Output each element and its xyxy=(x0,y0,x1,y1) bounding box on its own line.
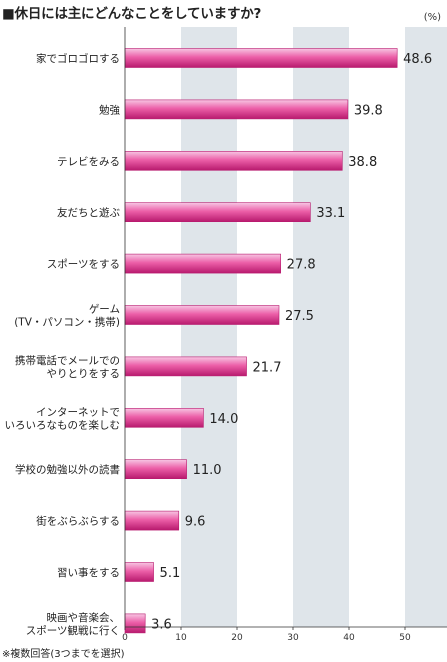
footnote: ※複数回答(3つまでを選択) xyxy=(2,649,125,660)
bar xyxy=(124,407,204,428)
category-label: 街をぶらぶらする xyxy=(36,515,120,528)
bar xyxy=(124,202,311,222)
bar xyxy=(124,562,154,582)
grid-bands xyxy=(181,27,447,627)
bar xyxy=(124,99,349,120)
value-label: 39.8 xyxy=(354,103,383,118)
category-label: 映画や音楽会、スポーツ観戦に行く xyxy=(26,611,120,637)
value-label: 27.5 xyxy=(285,309,314,324)
bar xyxy=(124,305,280,325)
grid-band xyxy=(405,27,447,627)
category-label: 携帯電話でメールでのやりとりをする xyxy=(15,354,120,380)
value-label: 3.6 xyxy=(151,617,172,632)
x-tick-label: 0 xyxy=(122,633,128,643)
x-tick-label: 10 xyxy=(175,633,187,643)
bar xyxy=(124,151,343,171)
category-label: ゲーム(TV・パソコン・携帯) xyxy=(14,304,120,329)
grid-band xyxy=(181,27,237,627)
value-label: 33.1 xyxy=(316,206,345,221)
category-label: 習い事をする xyxy=(57,566,120,579)
x-tick-label: 40 xyxy=(343,633,355,643)
value-label: 27.8 xyxy=(287,258,316,273)
bar xyxy=(124,253,281,274)
x-tick-label: 30 xyxy=(287,633,299,643)
value-label: 9.6 xyxy=(185,515,206,530)
value-label: 5.1 xyxy=(160,566,181,581)
bar xyxy=(124,459,187,480)
category-label: スポーツをする xyxy=(47,259,120,271)
value-labels: 48.6 39.8 38.8 33.1 27.8 27.5 21.7 14.0 11.0 9.6 5… xyxy=(151,52,432,632)
x-tick-label: 20 xyxy=(231,633,243,643)
bar xyxy=(124,510,180,531)
category-label: 学校の勉強以外の読書 xyxy=(15,463,120,476)
unit-label: (%) xyxy=(423,12,441,23)
category-label: 勉強 xyxy=(99,103,120,116)
category-label: 家でゴロゴロする xyxy=(36,52,120,65)
x-tick-label: 50 xyxy=(399,633,411,643)
bar xyxy=(124,48,398,68)
chart-title: ■休日には主にどんなことをしていますか? xyxy=(2,6,262,22)
value-label: 21.7 xyxy=(253,360,282,375)
value-label: 11.0 xyxy=(193,463,222,478)
bar xyxy=(124,356,247,377)
grid-band xyxy=(293,27,349,627)
value-label: 14.0 xyxy=(209,412,238,427)
category-label: 友だちと遊ぶ xyxy=(57,206,120,219)
bars-group xyxy=(124,48,398,634)
x-axis: 0 10 20 30 40 50 xyxy=(122,27,447,643)
category-label: インターネットでいろいろなものを楽しむ xyxy=(5,406,121,431)
value-label: 48.6 xyxy=(403,52,432,67)
value-label: 38.8 xyxy=(348,155,377,170)
category-labels: 家でゴロゴロする勉強テレビをみる友だちと遊ぶスポーツをするゲーム(TV・パソコン… xyxy=(5,52,121,637)
category-label: テレビをみる xyxy=(57,156,120,168)
bar xyxy=(124,613,146,634)
